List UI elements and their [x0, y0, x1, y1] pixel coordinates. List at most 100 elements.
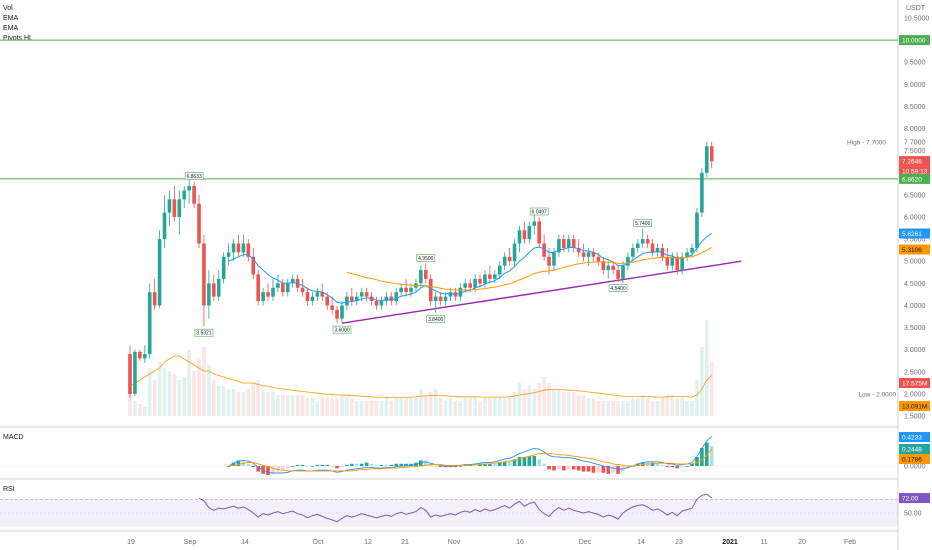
- candle-body: [226, 252, 231, 257]
- macd-histogram-bar: [670, 466, 675, 468]
- macd-histogram-bar: [562, 466, 566, 471]
- candle-body: [330, 305, 334, 310]
- macd-histogram-bar: [359, 463, 364, 466]
- pivot-label: 4.5400: [610, 286, 626, 292]
- macd-histogram-bar: [364, 462, 369, 466]
- macd-histogram-bar: [527, 455, 532, 466]
- candle-body: [611, 265, 615, 271]
- volume-bar: [680, 398, 684, 416]
- macd-histogram-bar: [330, 466, 334, 467]
- volume-bar: [611, 401, 615, 416]
- price-scale-label: 8.5000: [904, 104, 926, 111]
- candle-body: [177, 199, 182, 217]
- macd-histogram-bar: [369, 463, 374, 466]
- volume-bar: [616, 401, 620, 416]
- candle-body: [566, 239, 571, 248]
- legend-ema-2[interactable]: EMA: [3, 25, 19, 32]
- candle-body: [493, 274, 497, 279]
- macd-pane-label[interactable]: MACD: [3, 434, 24, 441]
- volume-bar: [557, 389, 561, 416]
- volume-bar: [566, 392, 571, 416]
- macd-histogram-bar: [502, 461, 507, 466]
- candle-body: [463, 283, 468, 288]
- macd-histogram-bar: [552, 466, 556, 471]
- macd-histogram-bar: [281, 466, 285, 471]
- time-scale-label: 21: [401, 539, 409, 546]
- volume-bar: [246, 389, 251, 416]
- candle-body: [216, 278, 221, 297]
- volume-bar: [443, 401, 448, 416]
- macd-histogram-bar: [374, 464, 379, 466]
- volume-badge-bg: [899, 378, 930, 388]
- volume-bar: [236, 392, 241, 416]
- trendline: [341, 260, 742, 324]
- volume-bar: [261, 389, 265, 416]
- time-scale-label: 12: [364, 539, 372, 546]
- candle-body: [300, 287, 305, 293]
- macd-histogram-bar: [448, 466, 453, 468]
- candle-body: [276, 283, 280, 288]
- price-scale-label: 3.0000: [904, 347, 926, 354]
- candle-body: [241, 243, 246, 253]
- volume-bar: [379, 401, 384, 416]
- time-scale-label: 23: [675, 539, 683, 546]
- macd-histogram-bar: [394, 463, 399, 466]
- candle-body: [468, 283, 472, 288]
- volume-bar: [626, 401, 630, 416]
- volume-bar: [389, 401, 394, 416]
- macd-histogram-bar: [325, 464, 329, 466]
- macd-histogram-bar: [675, 466, 680, 469]
- legend-pivots-hl[interactable]: Pivots HL: [3, 35, 33, 42]
- macd-histogram-bar: [611, 466, 615, 473]
- macd-histogram-bar: [300, 464, 305, 466]
- legend-vol[interactable]: Vol: [3, 5, 13, 12]
- countdown-badge: 10:59:13: [902, 169, 928, 176]
- candle-body: [345, 296, 349, 306]
- volume-bar: [596, 401, 601, 416]
- macd-histogram-bar: [236, 460, 241, 466]
- ema-slow-line: [346, 247, 712, 291]
- candle-body: [315, 292, 320, 297]
- rsi-pane-label[interactable]: RSI: [3, 486, 15, 493]
- volume-bar: [690, 401, 694, 416]
- candle-body: [394, 292, 399, 302]
- legend-ema-1[interactable]: EMA: [3, 15, 19, 22]
- volume-bar: [251, 383, 256, 416]
- macd-histogram-bar: [507, 461, 512, 466]
- pivot-label: 3.5321: [196, 331, 212, 337]
- candle-body: [320, 292, 325, 297]
- volume-bar: [458, 401, 463, 416]
- macd-histogram-bar: [576, 466, 581, 471]
- volume-bar: [152, 380, 157, 416]
- candle-body: [251, 256, 256, 275]
- rsi-line: [198, 493, 713, 523]
- pivot-label: 4.9500: [418, 256, 434, 262]
- candle-body: [285, 283, 290, 293]
- candle-body: [626, 256, 630, 266]
- macd-histogram-bar: [231, 462, 236, 466]
- candle-body: [483, 274, 487, 284]
- pivot-label-box: [633, 219, 653, 227]
- candle-body: [419, 270, 423, 284]
- candle-body: [350, 296, 354, 302]
- volume-bar: [384, 398, 389, 416]
- volume-bar: [660, 398, 665, 416]
- volume-bar: [552, 389, 556, 416]
- support-badge-bg: [899, 173, 930, 184]
- volume-bar: [202, 347, 206, 416]
- volume-bar: [300, 395, 305, 416]
- candle-body: [537, 221, 541, 244]
- candle-body: [586, 252, 591, 257]
- ema-slow-badge: 5.3106: [902, 247, 922, 254]
- candle-body: [517, 230, 522, 244]
- candle-body: [379, 301, 384, 306]
- macd-histogram-bar: [566, 466, 571, 470]
- volume-bar: [157, 362, 162, 416]
- rsi-badge-bg: [899, 493, 930, 504]
- currency-label: USDT: [906, 5, 926, 12]
- volume-bar: [197, 359, 201, 416]
- volume-bar: [571, 392, 576, 416]
- candle-body: [212, 283, 216, 297]
- volume-bar: [325, 398, 329, 416]
